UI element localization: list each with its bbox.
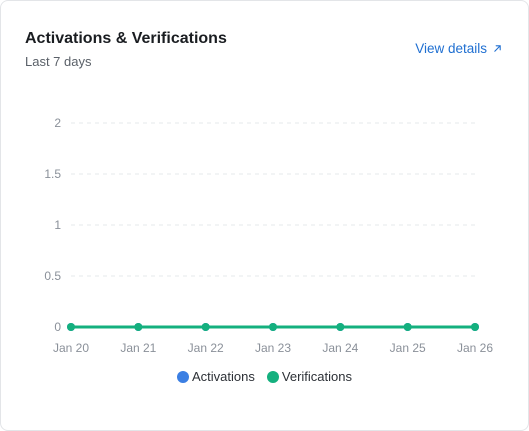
x-tick-label: Jan 20 bbox=[53, 341, 89, 355]
data-point-verifications bbox=[269, 323, 277, 331]
arrow-up-right-icon bbox=[494, 45, 501, 52]
data-point-verifications bbox=[471, 323, 479, 331]
view-details-label: View details bbox=[415, 41, 487, 56]
data-point-verifications bbox=[67, 323, 75, 331]
y-tick-label: 0.5 bbox=[44, 269, 61, 283]
view-details-link[interactable]: View details bbox=[415, 41, 502, 56]
x-tick-label: Jan 24 bbox=[322, 341, 358, 355]
chart-legend: Activations Verifications bbox=[0, 369, 529, 384]
x-tick-label: Jan 21 bbox=[120, 341, 156, 355]
data-point-verifications bbox=[134, 323, 143, 331]
legend-label-verifications: Verifications bbox=[281, 369, 352, 384]
y-tick-label: 1 bbox=[54, 218, 61, 232]
data-point-verifications bbox=[403, 323, 412, 331]
x-tick-label: Jan 23 bbox=[255, 341, 291, 355]
data-point-verifications bbox=[336, 323, 345, 331]
card-subtitle: Last 7 days bbox=[25, 54, 92, 69]
x-tick-label: Jan 25 bbox=[390, 341, 426, 355]
legend-label-activations: Activations bbox=[192, 369, 255, 384]
card-title: Activations & Verifications bbox=[25, 30, 227, 47]
legend-item-activations[interactable]: Activations bbox=[177, 369, 255, 384]
y-tick-label: 2 bbox=[54, 116, 61, 130]
legend-item-verifications[interactable]: Verifications bbox=[266, 369, 352, 384]
legend-swatch-verifications bbox=[266, 370, 279, 383]
y-tick-label: 0 bbox=[54, 320, 61, 334]
data-point-verifications bbox=[201, 323, 210, 331]
x-tick-label: Jan 22 bbox=[188, 341, 224, 355]
x-tick-label: Jan 26 bbox=[457, 341, 493, 355]
legend-swatch-activations bbox=[177, 370, 190, 383]
y-tick-label: 1.5 bbox=[44, 167, 61, 181]
